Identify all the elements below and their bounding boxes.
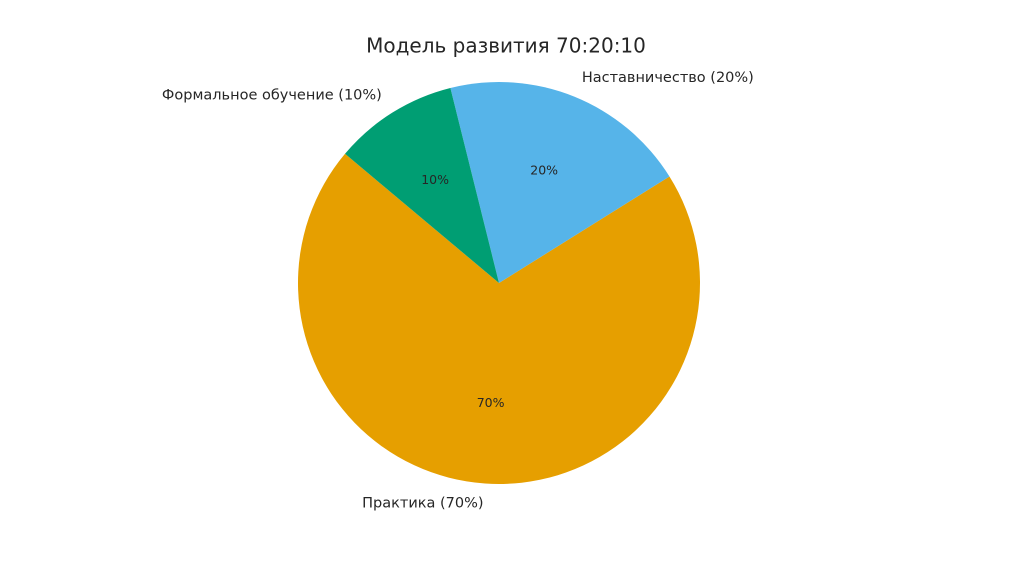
percent-label: 70% (477, 395, 505, 410)
slice-label: Формальное обучение (10%) (162, 87, 382, 103)
slice-label: Практика (70%) (362, 496, 483, 512)
pie-slice (345, 87, 499, 284)
pie-slice (450, 82, 670, 284)
percent-label: 20% (530, 163, 558, 178)
slice-label: Наставничество (20%) (582, 70, 754, 86)
percent-label: 10% (421, 172, 449, 187)
chart-title: Модель развития 70:20:10 (366, 34, 646, 58)
pie-slice (297, 153, 700, 485)
